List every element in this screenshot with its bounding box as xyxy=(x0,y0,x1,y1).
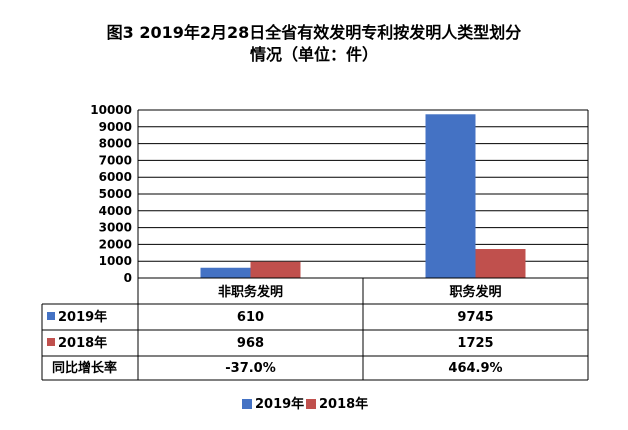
y-tick-label: 1000 xyxy=(99,254,132,268)
table-value: 968 xyxy=(237,336,264,351)
chart-title-line1: 图3 2019年2月28日全省有效发明专利按发明人类型划分 xyxy=(106,23,522,42)
table-series-name: 2019年 xyxy=(58,309,107,325)
table-growth-label: 同比增长率 xyxy=(52,360,117,376)
y-tick-label: 10000 xyxy=(90,103,132,117)
y-tick-label: 8000 xyxy=(99,137,132,151)
x-category-label: 非职务发明 xyxy=(218,284,283,300)
legend-label: 2019年 xyxy=(255,396,304,412)
legend-swatch xyxy=(242,399,252,409)
bar xyxy=(475,249,526,278)
table-growth-value: 464.9% xyxy=(448,361,502,376)
y-tick-label: 7000 xyxy=(99,153,132,167)
table-series-name: 2018年 xyxy=(58,335,107,351)
table-growth-value: -37.0% xyxy=(225,361,276,376)
y-tick-label: 3000 xyxy=(99,221,132,235)
y-tick-label: 9000 xyxy=(99,120,132,134)
y-tick-label: 5000 xyxy=(99,187,132,201)
y-tick-label: 0 xyxy=(124,271,132,285)
table-value: 610 xyxy=(237,310,264,325)
table-value: 9745 xyxy=(457,310,493,325)
x-category-label: 职务发明 xyxy=(449,284,501,300)
table-legend-key xyxy=(47,312,55,320)
legend-swatch xyxy=(306,399,316,409)
table-legend-key xyxy=(47,338,55,346)
bar xyxy=(425,114,476,278)
chart-title-line2: 情况（单位：件） xyxy=(249,45,378,64)
legend-label: 2018年 xyxy=(319,396,368,412)
bar xyxy=(200,267,251,278)
bar xyxy=(250,261,301,278)
y-tick-label: 6000 xyxy=(99,170,132,184)
y-tick-label: 4000 xyxy=(99,204,132,218)
table-value: 1725 xyxy=(457,336,493,351)
y-tick-label: 2000 xyxy=(99,237,132,251)
